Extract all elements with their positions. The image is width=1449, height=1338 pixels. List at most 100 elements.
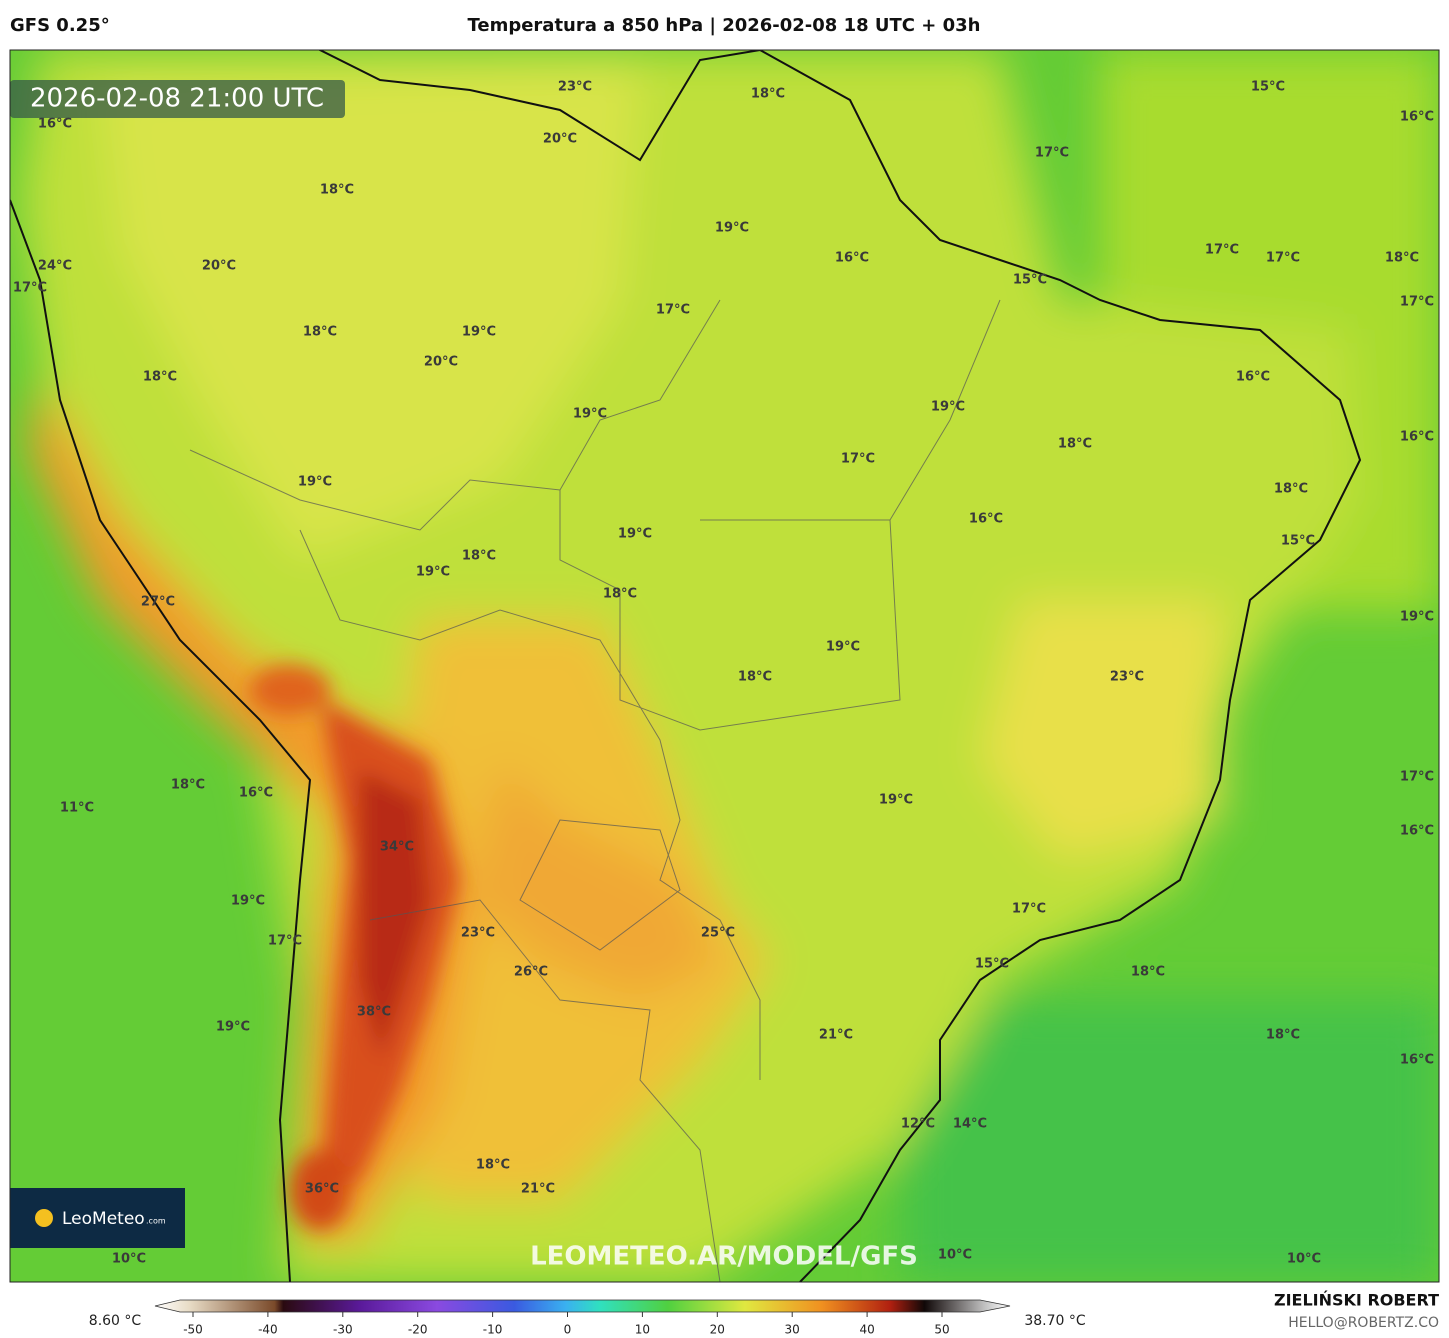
temperature-label: 11°C — [60, 801, 94, 816]
temperature-label: 16°C — [835, 251, 869, 266]
temperature-label: 20°C — [202, 259, 236, 274]
colorbar-scale — [154, 1299, 1011, 1313]
colorbar-max: 38.70 °C — [1024, 1313, 1086, 1329]
colorbar-min: 8.60 °C — [89, 1313, 142, 1329]
temperature-label: 17°C — [1400, 770, 1434, 785]
temperature-label: 23°C — [461, 926, 495, 941]
temperature-label: 38°C — [357, 1005, 391, 1020]
colorbar-tick-label: -50 — [183, 1323, 203, 1337]
temperature-label: 17°C — [1035, 146, 1069, 161]
colorbar-tick-label: 40 — [859, 1323, 874, 1337]
temperature-label: 14°C — [953, 1117, 987, 1132]
temperature-label: 16°C — [38, 117, 72, 132]
map: 23°C 18°C 15°C 16°C 16°C 20°C 17°C 18°C 19°C 17°C… — [10, 50, 1439, 1282]
temperature-label: 16°C — [1400, 430, 1434, 445]
temperature-label: 23°C — [1110, 670, 1144, 685]
temperature-label: 21°C — [521, 1182, 555, 1197]
temperature-label: 19°C — [416, 565, 450, 580]
map-frame — [9, 49, 1440, 1283]
temperature-label: 16°C — [1236, 370, 1270, 385]
temperature-label: 18°C — [462, 549, 496, 564]
watermark: LEOMETEO.AR/MODEL/GFS — [530, 1242, 918, 1272]
temperature-label: 18°C — [476, 1158, 510, 1173]
hot-core — [250, 665, 460, 1230]
temperature-label: 16°C — [1400, 1053, 1434, 1068]
temperature-label: 18°C — [303, 325, 337, 340]
temperature-label: 12°C — [901, 1117, 935, 1132]
logo-name: LeoMeteo — [62, 1209, 145, 1229]
temperature-label: 27°C — [141, 595, 175, 610]
temperature-label: 18°C — [738, 670, 772, 685]
temperature-label: 15°C — [1251, 80, 1285, 95]
colorbar-tick-label: -30 — [333, 1323, 353, 1337]
temperature-label: 20°C — [543, 132, 577, 147]
temperature-label: 19°C — [1400, 610, 1434, 625]
temperature-label: 19°C — [231, 894, 265, 909]
borders — [189, 299, 1001, 1282]
colorbar-tick-label: 50 — [934, 1323, 949, 1337]
colorbar-tick-label: -10 — [483, 1323, 503, 1337]
temperature-label: 17°C — [13, 281, 47, 296]
timestamp-box — [10, 80, 345, 118]
temperature-label: 18°C — [171, 778, 205, 793]
temperature-label: 17°C — [1012, 902, 1046, 917]
temperature-label: 18°C — [603, 587, 637, 602]
temperature-label: 18°C — [1266, 1028, 1300, 1043]
temperature-label: 19°C — [462, 325, 496, 340]
temperature-label: 18°C — [320, 183, 354, 198]
logo-sun — [35, 1209, 53, 1227]
temperature-label: 18°C — [1131, 965, 1165, 980]
temperature-label: 20°C — [424, 355, 458, 370]
temperature-label: 10°C — [112, 1252, 146, 1267]
author: ZIELIŃSKI ROBERT — [1274, 1291, 1439, 1310]
temperature-label: 16°C — [969, 512, 1003, 527]
temperature-label: 15°C — [1013, 273, 1047, 288]
temperature-label: 36°C — [305, 1182, 339, 1197]
temperature-label: 17°C — [1400, 295, 1434, 310]
email: HELLO@ROBERTZ.CO — [1288, 1315, 1439, 1331]
temperature-label: 21°C — [819, 1028, 853, 1043]
temperature-label: 17°C — [1266, 251, 1300, 266]
temperature-label: 18°C — [1385, 251, 1419, 266]
temperature-label: 18°C — [1274, 482, 1308, 497]
map-title: Temperatura a 850 hPa | 2026-02-08 18 UT… — [467, 15, 980, 36]
colorbar-tick-label: 30 — [785, 1323, 800, 1337]
temperature-label: 18°C — [143, 370, 177, 385]
model-name: GFS 0.25° — [10, 15, 110, 36]
temperature-label: 17°C — [1205, 243, 1239, 258]
temperature-label: 17°C — [841, 452, 875, 467]
temperature-label: 26°C — [514, 965, 548, 980]
temperature-label: 10°C — [938, 1248, 972, 1263]
temperature-label: 18°C — [751, 87, 785, 102]
temperature-label: 34°C — [380, 840, 414, 855]
temperature-label: 25°C — [701, 926, 735, 941]
temperature-label: 19°C — [715, 221, 749, 236]
colorbar: 8.60 °C 38.70 °C -50 -40 -30 -20 -10 0 10 20 30 4… — [89, 1299, 1086, 1337]
temperature-label: 16°C — [239, 786, 273, 801]
logo-suffix: .com — [146, 1217, 166, 1226]
temperature-label: 19°C — [216, 1020, 250, 1035]
colorbar-tick-label: -20 — [408, 1323, 428, 1337]
temperature-label: 15°C — [975, 957, 1009, 972]
temperature-label: 16°C — [1400, 110, 1434, 125]
colorbar-tick-label: 0 — [564, 1323, 572, 1337]
temperature-label: 17°C — [656, 303, 690, 318]
colorbar-tick-label: -40 — [258, 1323, 278, 1337]
temperature-label: 19°C — [618, 527, 652, 542]
temperature-label: 19°C — [826, 640, 860, 655]
temperature-label: 23°C — [558, 80, 592, 95]
temperature-label: 17°C — [268, 934, 302, 949]
temperature-label: 19°C — [879, 793, 913, 808]
temperature-label: 10°C — [1287, 1252, 1321, 1267]
temperature-label: 19°C — [298, 475, 332, 490]
temperature-label: 19°C — [931, 400, 965, 415]
temperature-labels: 23°C 18°C 15°C 16°C 16°C 20°C 17°C 18°C 19°C 17°C… — [13, 80, 1434, 1267]
temperature-label: 24°C — [38, 259, 72, 274]
temperature-label: 16°C — [1400, 824, 1434, 839]
colorbar-tick-label: 20 — [710, 1323, 725, 1337]
timestamp: 2026-02-08 21:00 UTC — [30, 84, 324, 114]
temperature-label: 18°C — [1058, 437, 1092, 452]
colorbar-tick-label: 10 — [635, 1323, 650, 1337]
temperature-label: 19°C — [573, 407, 607, 422]
